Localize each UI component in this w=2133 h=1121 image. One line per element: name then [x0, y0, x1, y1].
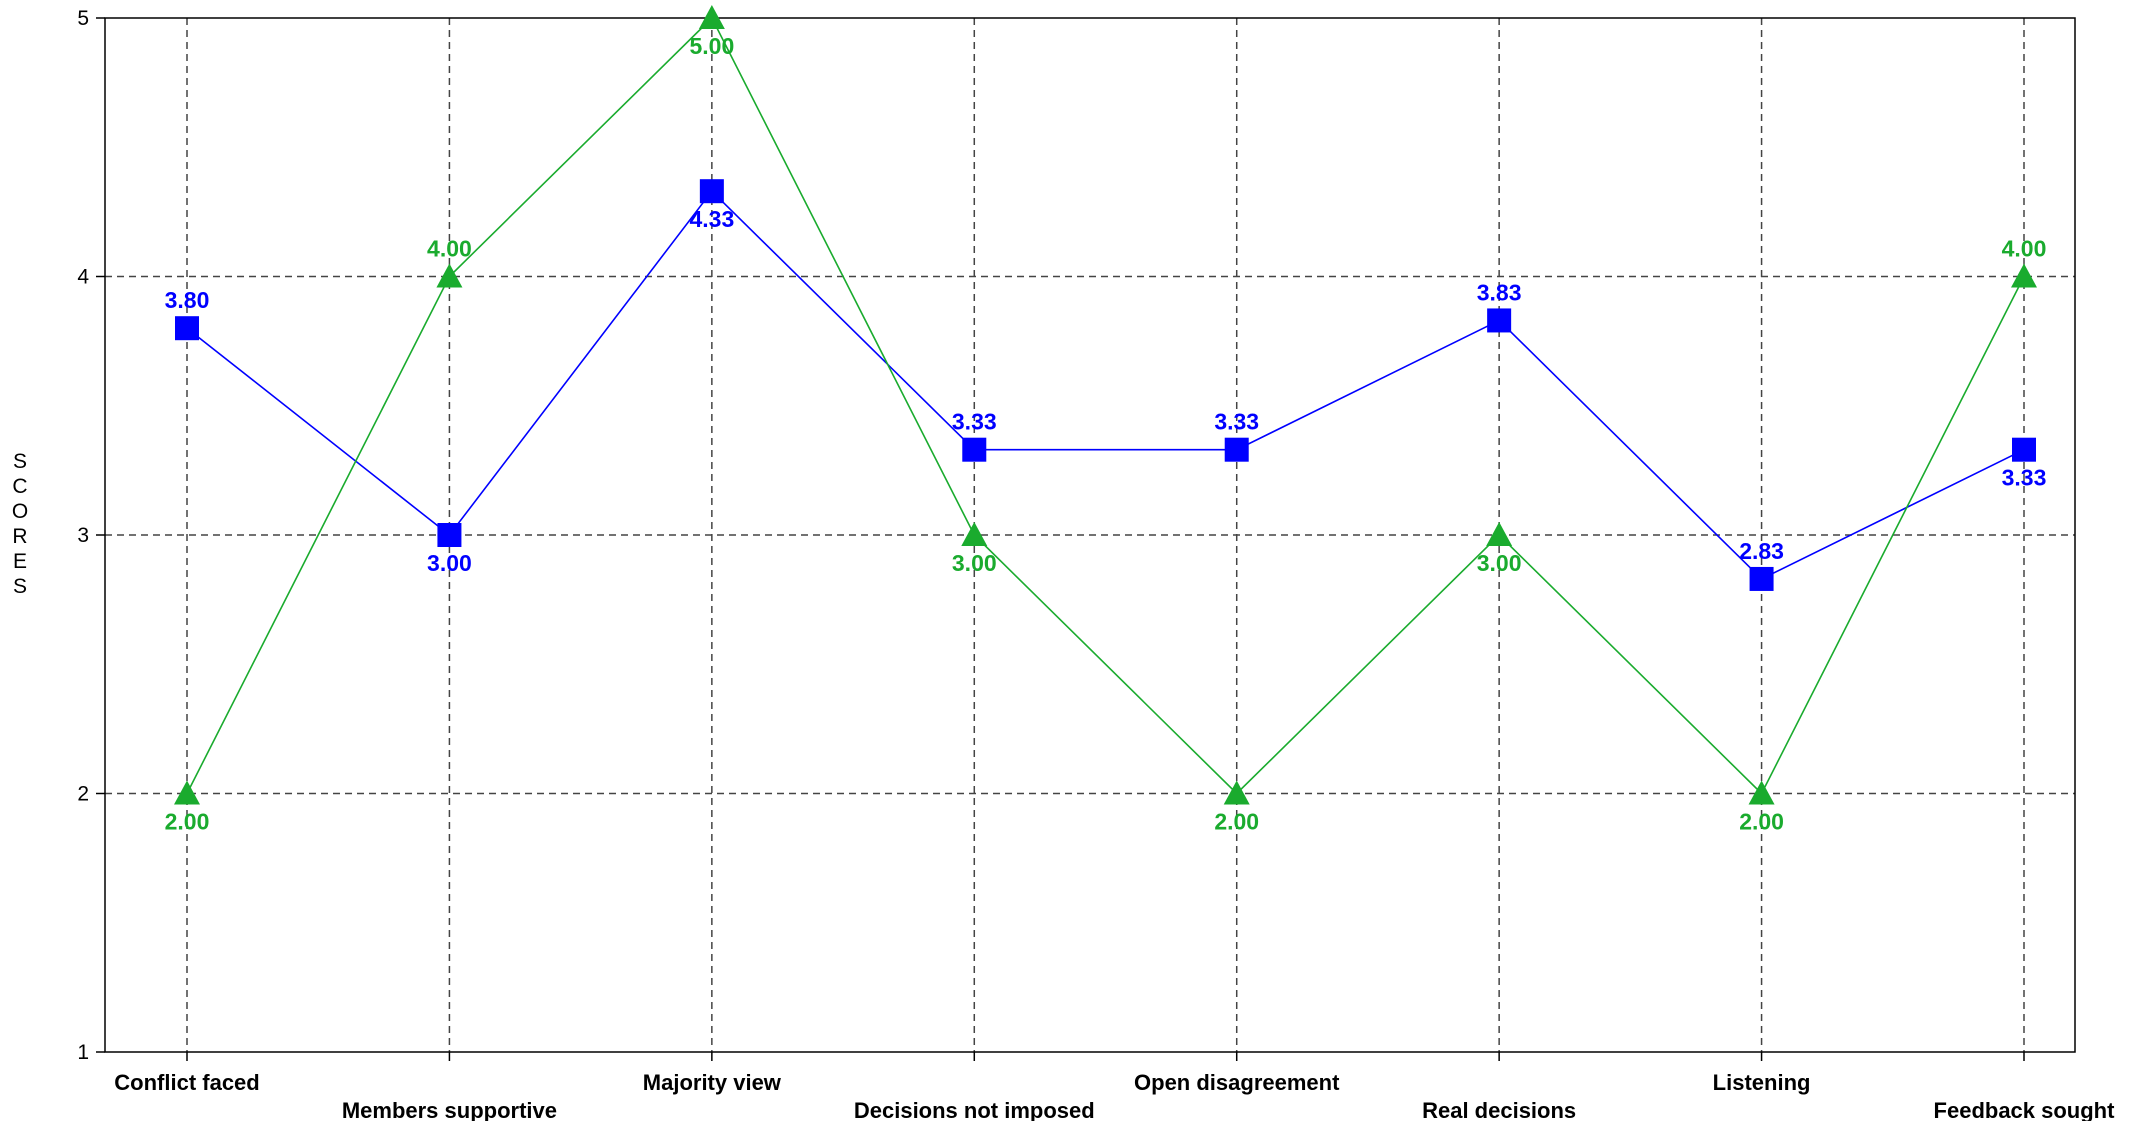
y-tick-label: 2	[77, 783, 89, 806]
y-tick-label: 5	[77, 7, 89, 30]
triangle-point	[698, 5, 725, 29]
data-label: 3.80	[165, 287, 210, 313]
triangle-point	[436, 263, 463, 288]
y-axis-title-letter: O	[11, 500, 29, 523]
series-2: 2.00 4.00 5.00 3.00 2.00 3.00 2.00 4.00	[165, 5, 2047, 835]
data-label: 4.00	[427, 236, 472, 262]
y-tick-label: 1	[77, 1041, 89, 1064]
square-point	[699, 179, 724, 204]
data-label: 2.00	[1739, 809, 1784, 835]
y-axis-title-letter: S	[12, 450, 27, 473]
data-label: 3.33	[1214, 409, 1259, 435]
square-point	[1487, 308, 1512, 333]
triangle-point	[1748, 780, 1775, 805]
y-tick-label: 4	[77, 266, 89, 289]
series-line	[186, 16, 2025, 795]
x-tick-label: Real decisions	[1422, 1098, 1576, 1121]
series-group: 3.80 3.00 4.33 3.33 3.33 3.83 2.83 3.33 2.00 4.00…	[165, 5, 2047, 835]
y-axis-title-letter: R	[12, 525, 28, 548]
square-point	[2012, 437, 2036, 462]
triangle-point	[1486, 522, 1513, 546]
square-point	[175, 316, 199, 341]
triangle-point	[1223, 780, 1250, 805]
triangle-point	[961, 522, 988, 546]
data-label: 2.83	[1739, 538, 1784, 564]
square-point	[962, 437, 987, 462]
x-tick-label: Feedback sought	[1934, 1098, 2116, 1121]
data-label: 4.33	[689, 206, 734, 232]
data-label: 3.83	[1477, 279, 1522, 305]
data-label: 3.00	[952, 550, 997, 576]
x-axis: Conflict faced Members supportive Majority…	[114, 1052, 2115, 1121]
data-label: 3.33	[952, 409, 997, 435]
triangle-point	[2011, 263, 2037, 288]
series-1: 3.80 3.00 4.33 3.33 3.33 3.83 2.83 3.33	[165, 179, 2047, 591]
data-label: 2.00	[1214, 809, 1259, 835]
y-axis: 1 2 3 4 5	[77, 7, 105, 1064]
data-label: 4.00	[2002, 236, 2047, 262]
data-label: 3.00	[427, 550, 472, 576]
y-axis-title-letter: C	[12, 475, 28, 498]
square-point	[1224, 437, 1249, 462]
series-line	[186, 189, 2025, 580]
y-axis-title-letter: E	[12, 550, 27, 573]
data-label: 3.00	[1477, 550, 1522, 576]
x-tick-label: Decisions not imposed	[854, 1098, 1095, 1121]
grid-lines	[105, 18, 2075, 1052]
data-label: 3.33	[2002, 465, 2047, 491]
data-label: 2.00	[165, 809, 210, 835]
square-point	[437, 523, 462, 547]
x-tick-label: Listening	[1713, 1070, 1811, 1095]
data-label: 5.00	[689, 33, 734, 59]
x-tick-label: Open disagreement	[1134, 1070, 1340, 1095]
y-axis-title-letter: S	[12, 575, 27, 598]
x-tick-label: Members supportive	[342, 1098, 557, 1121]
triangle-point	[174, 780, 200, 805]
y-tick-label: 3	[77, 524, 89, 547]
square-point	[1749, 566, 1774, 591]
x-tick-label: Conflict faced	[114, 1070, 259, 1095]
x-tick-label: Majority view	[643, 1070, 782, 1095]
